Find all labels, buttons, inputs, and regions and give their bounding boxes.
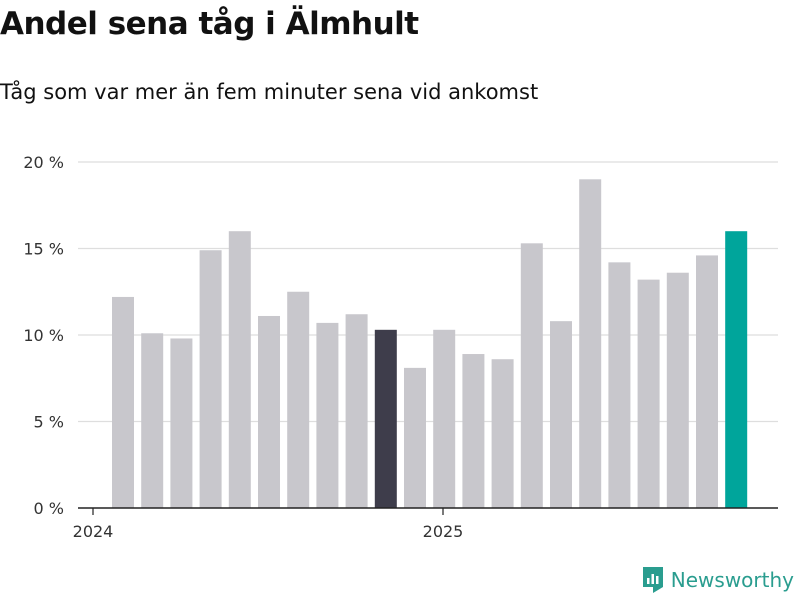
bar — [550, 321, 572, 508]
bar — [462, 354, 485, 508]
chart-title: Andel sena tåg i Älmhult — [0, 6, 419, 42]
y-tick-label: 10 % — [23, 326, 64, 345]
bar — [433, 329, 456, 508]
x-tick-label: 2024 — [73, 522, 114, 541]
chart-subtitle: Tåg som var mer än fem minuter sena vid … — [0, 80, 539, 104]
x-tick-label: 2025 — [423, 522, 464, 541]
x-axis-ticks: 2024 2025 — [73, 508, 464, 541]
bar — [666, 272, 689, 508]
bars — [112, 179, 748, 509]
bar — [112, 296, 134, 508]
bar — [287, 291, 310, 508]
bar — [579, 179, 602, 509]
bar — [696, 255, 718, 508]
bar — [491, 359, 514, 508]
bar — [725, 231, 748, 508]
bar — [520, 243, 543, 508]
y-axis-labels: 0 % 5 % 10 % 15 % 20 % — [23, 153, 64, 518]
bar — [199, 250, 222, 508]
gridlines — [78, 161, 778, 423]
bar — [608, 262, 631, 508]
bar — [316, 322, 339, 508]
brand-name: Newsworthy — [670, 568, 794, 592]
bar-chart: 0 % 5 % 10 % 15 % 20 % 2024 2025 — [23, 153, 778, 541]
bar — [404, 367, 426, 508]
bar — [637, 279, 660, 508]
bar — [170, 338, 193, 508]
y-tick-label: 5 % — [34, 413, 64, 432]
y-tick-label: 20 % — [23, 153, 64, 172]
bar — [258, 315, 280, 508]
y-tick-label: 15 % — [23, 240, 64, 259]
bar — [374, 329, 397, 508]
bar — [141, 333, 164, 508]
brand-logo: Newsworthy — [641, 564, 794, 596]
newsworthy-logo-icon — [642, 567, 663, 593]
y-tick-label: 0 % — [34, 499, 64, 518]
bar — [345, 314, 368, 508]
bar — [228, 231, 251, 508]
